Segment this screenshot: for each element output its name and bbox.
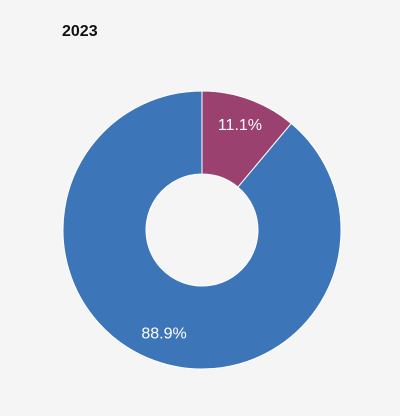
slice-label-0: 11.1% [218,117,262,134]
donut-slice-1 [62,90,342,370]
slice-label-1: 88.9% [141,326,186,343]
donut-slices [62,90,342,370]
donut-labels: 11.1% 88.9% [141,117,262,343]
chart-title: 2023 [62,23,98,40]
